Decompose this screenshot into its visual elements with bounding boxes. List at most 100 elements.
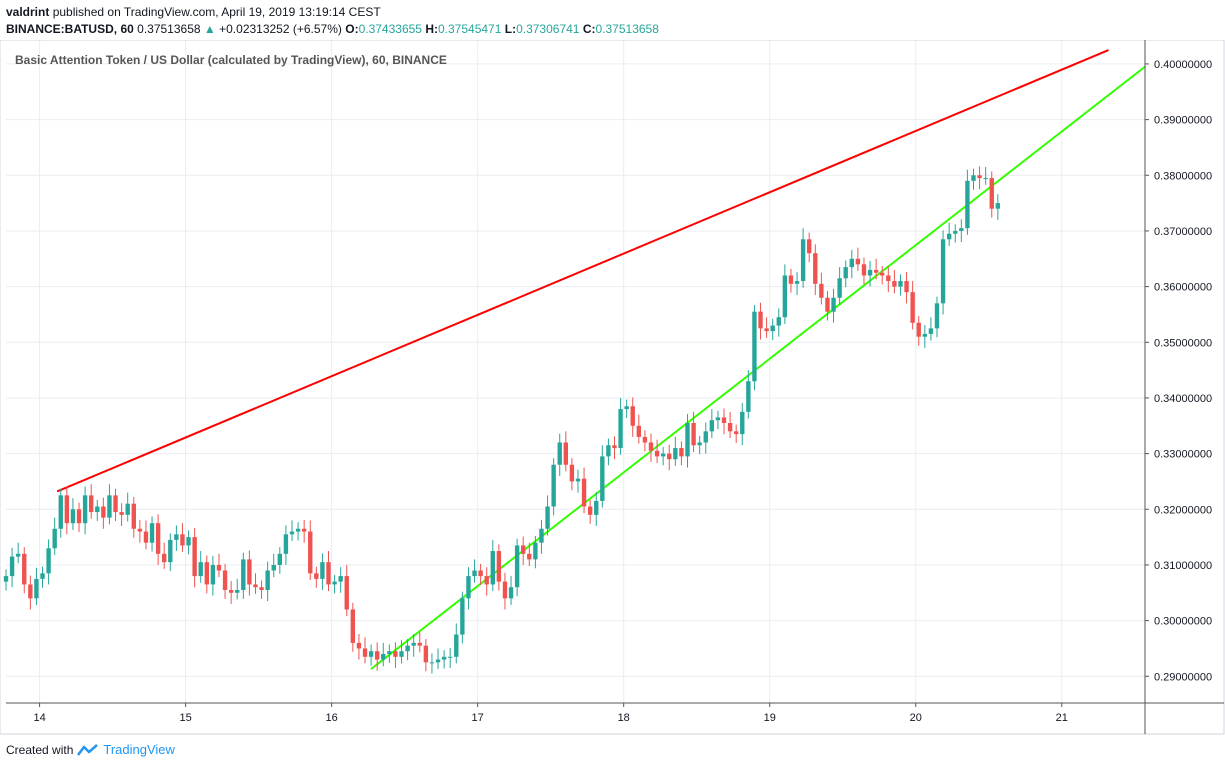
candle-body <box>514 545 520 588</box>
candle-body <box>612 445 617 449</box>
tradingview-logo-icon <box>77 743 99 756</box>
candle-body <box>125 503 130 515</box>
candle-body <box>393 651 398 657</box>
candle-body <box>472 570 477 577</box>
candle-body <box>417 642 422 646</box>
candle-body <box>569 464 575 482</box>
candle-body <box>265 570 270 590</box>
price-tick-label: 0.39000000 <box>1154 115 1212 127</box>
candle-body <box>34 578 39 599</box>
candle-body <box>15 553 21 557</box>
candle-body <box>600 456 605 501</box>
last-price: 0.37513658 <box>137 22 201 36</box>
candle-body <box>539 528 544 543</box>
close-value: 0.37513658 <box>595 22 659 36</box>
candle-body <box>648 442 654 451</box>
candle-body <box>70 509 76 524</box>
candle-body <box>9 556 15 577</box>
candle-body <box>405 645 410 652</box>
candle-body <box>460 598 465 635</box>
candle-body <box>162 553 167 563</box>
open-label: O: <box>345 22 359 36</box>
price-tick-label: 0.31000000 <box>1154 560 1212 572</box>
candle-body <box>228 589 234 593</box>
candle-body <box>113 495 118 513</box>
candle-body <box>362 648 368 657</box>
candle-body <box>314 573 319 579</box>
candle-body <box>58 495 63 529</box>
candle-body <box>916 322 921 337</box>
candle-body <box>965 180 970 229</box>
candle-body <box>454 634 459 657</box>
candle-body <box>101 506 106 518</box>
candle-body <box>983 178 988 180</box>
candle-body <box>928 328 934 334</box>
candle-body <box>910 292 915 323</box>
candle-body <box>320 562 325 579</box>
candle-body <box>277 553 283 565</box>
candle-body <box>350 609 356 643</box>
tradingview-brand[interactable]: TradingView <box>103 742 175 757</box>
candle-body <box>429 662 435 664</box>
candle-body <box>898 281 903 287</box>
candle-body <box>837 278 842 298</box>
time-scale[interactable]: 14 15 16 17 18 19 20 21 <box>33 703 1068 724</box>
candle-body <box>289 531 295 535</box>
candle-body <box>137 528 143 532</box>
candle-body <box>533 542 538 560</box>
author-name[interactable]: valdrint <box>6 5 50 19</box>
candle-body <box>82 495 88 524</box>
candle-body <box>551 464 556 507</box>
up-arrow-icon: ▲ <box>203 22 216 36</box>
price-change: +0.02313252 (+6.57%) <box>219 22 342 36</box>
candle-body <box>989 178 994 209</box>
candle-body <box>88 495 94 513</box>
price-tick-label: 0.32000000 <box>1154 504 1212 516</box>
candle-body <box>545 506 550 529</box>
candle-body <box>107 495 112 518</box>
price-tick-label: 0.34000000 <box>1154 393 1212 405</box>
candle-body <box>301 528 307 532</box>
price-scale[interactable]: 0.29000000 0.30000000 0.31000000 0.32000000… <box>1145 59 1212 683</box>
time-tick-label: 19 <box>764 712 776 724</box>
candle-body <box>131 503 136 529</box>
candle-body <box>441 656 447 660</box>
candle-body <box>253 584 258 588</box>
candle-body <box>825 297 830 312</box>
candle-body <box>861 264 867 276</box>
candle-body <box>776 317 781 326</box>
candle-body <box>423 645 429 663</box>
time-tick-label: 20 <box>910 712 922 724</box>
candle-body <box>843 267 848 279</box>
candle-body <box>922 333 928 337</box>
candle-body <box>204 562 209 585</box>
price-tick-label: 0.35000000 <box>1154 337 1212 349</box>
candle-body <box>770 325 775 332</box>
candle-body <box>587 506 593 515</box>
candle-body <box>466 576 471 599</box>
price-chart[interactable]: Basic Attention Token / US Dollar (calcu… <box>0 40 1225 735</box>
candle-body <box>259 587 264 590</box>
candle-body <box>3 576 9 582</box>
price-tick-label: 0.36000000 <box>1154 282 1212 294</box>
candle-body <box>368 651 374 657</box>
candle-body <box>192 537 197 577</box>
candle-body <box>867 269 873 276</box>
candle-body <box>697 442 702 446</box>
candle-body <box>295 528 301 532</box>
resistance-trendline <box>56 49 1109 493</box>
candle-body <box>22 553 27 585</box>
candle-body <box>752 311 757 382</box>
candle-body <box>308 531 313 574</box>
candle-body <box>667 453 672 460</box>
close-label: C: <box>582 22 596 36</box>
candle-body <box>399 651 404 657</box>
candle-body <box>235 589 240 593</box>
candle-body <box>326 562 331 585</box>
candle-body <box>40 573 45 579</box>
candle-body <box>788 275 794 284</box>
candle-body <box>180 534 185 546</box>
candle-body <box>758 311 763 329</box>
footer: Created with TradingView <box>6 742 175 757</box>
candle-body <box>557 442 562 465</box>
